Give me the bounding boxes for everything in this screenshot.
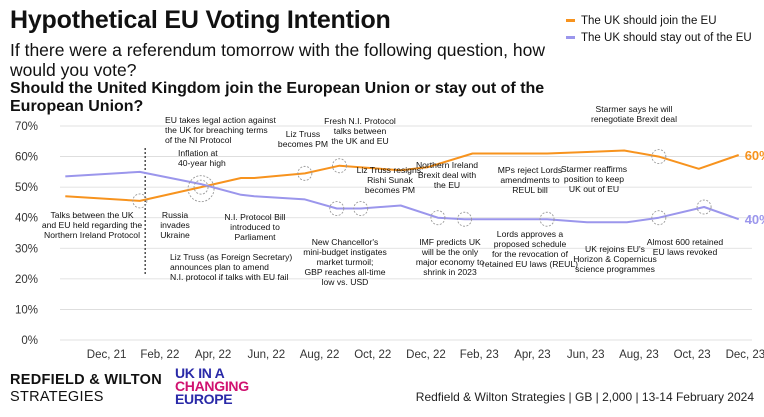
annotation-marker-fresh-ni-talks bbox=[332, 158, 347, 174]
logo-line-1: UK IN A bbox=[175, 365, 225, 381]
annotation-chancellor-budget: New Chancellor's mini-budget instigates ma… bbox=[303, 237, 387, 287]
legend-label-stay-out: The UK should stay out of the EU bbox=[581, 31, 752, 44]
annotation-ni-protocol-bill: N.I. Protocol Bill introduced to Parliamen… bbox=[224, 212, 285, 242]
y-tick-label-60: 60% bbox=[15, 152, 38, 164]
annotation-mps-reject-lords: MPs reject Lords amendments to REUL bill bbox=[498, 165, 562, 195]
legend-swatch-join bbox=[566, 19, 575, 22]
legend-item-join: The UK should join the EU bbox=[566, 12, 752, 29]
series-line-1 bbox=[65, 170, 740, 224]
survey-question: Should the United Kingdom join the Europ… bbox=[10, 80, 545, 115]
annotation-marker-truss-pm bbox=[297, 165, 313, 181]
annotation-marker-talks-uk-eu bbox=[132, 193, 148, 209]
logo-line-3: EUROPE bbox=[175, 391, 233, 407]
annotation-horizon-copernicus: UK rejoins EU's Horizon & Copernicus scien… bbox=[573, 244, 657, 274]
annotation-imf-predicts: IMF predicts UK will be the only major eco… bbox=[416, 237, 485, 277]
x-tick-label-1: Feb, 22 bbox=[140, 349, 179, 361]
y-tick-label-20: 20% bbox=[15, 274, 38, 286]
x-tick-label-2: Apr, 22 bbox=[195, 349, 231, 361]
y-tick-label-70: 70% bbox=[15, 121, 38, 133]
y-tick-label-50: 50% bbox=[15, 182, 38, 194]
x-tick-label-10: Aug, 23 bbox=[619, 349, 659, 361]
annotation-retained-laws-revoked: Almost 600 retained EU laws revoked bbox=[647, 237, 724, 257]
annotation-ni-brexit-deal: Northern Ireland Brexit deal with the EU bbox=[416, 160, 478, 190]
x-tick-label-12: Dec, 23 bbox=[726, 349, 764, 361]
y-tick-label-40: 40% bbox=[15, 213, 38, 225]
legend: The UK should join the EU The UK should … bbox=[566, 12, 752, 46]
annotation-lords-approves: Lords approves a proposed schedule for the… bbox=[482, 229, 578, 269]
annotation-talks-uk-eu: Talks between the UK and EU held regardin… bbox=[42, 210, 143, 240]
annotation-liz-truss-fs: Liz Truss (as Foreign Secretary) announce… bbox=[170, 252, 292, 282]
legend-item-stay-out: The UK should stay out of the EU bbox=[566, 29, 752, 46]
legend-swatch-stay-out bbox=[566, 36, 575, 39]
x-tick-label-0: Dec, 21 bbox=[87, 349, 127, 361]
annotation-marker-mps-reject-lords bbox=[539, 211, 555, 227]
brand-logo: REDFIELD & WILTON STRATEGIES bbox=[10, 372, 162, 406]
annotation-starmer-reaffirms: Starmer reaffirms position to keep UK out … bbox=[561, 164, 627, 194]
x-tick-label-4: Aug, 22 bbox=[300, 349, 340, 361]
chart-subtitle: If there were a referendum tomorrow with… bbox=[10, 40, 545, 80]
annotation-marker-cluster-2022 bbox=[187, 175, 215, 203]
x-tick-label-8: Apr, 23 bbox=[514, 349, 550, 361]
annotation-starmer-renegotiate: Starmer says he will renegotiate Brexit d… bbox=[591, 104, 677, 124]
annotation-marker-horizon-copernicus bbox=[651, 210, 667, 226]
annotation-fresh-ni-talks: Fresh N.I. Protocol talks between the UK a… bbox=[324, 116, 396, 146]
annotation-marker-ni-brexit-deal bbox=[457, 211, 473, 227]
annotation-eu-legal-action: EU takes legal action against the UK for … bbox=[165, 115, 276, 145]
annotation-truss-pm: Liz Truss becomes PM bbox=[278, 129, 328, 149]
annotation-truss-resigns: Liz Truss resigns; Rishi Sunak becomes PM bbox=[357, 165, 424, 195]
annotation-marker-retained-laws-revoked bbox=[696, 199, 712, 215]
x-tick-label-6: Dec, 22 bbox=[406, 349, 446, 361]
logo-line-2: CHANGING bbox=[175, 378, 249, 394]
legend-label-join: The UK should join the EU bbox=[581, 14, 717, 27]
series-end-label-0: 60% bbox=[745, 148, 764, 163]
y-tick-label-30: 30% bbox=[15, 243, 38, 255]
x-tick-label-5: Oct, 22 bbox=[354, 349, 391, 361]
annotation-marker-starmer-renegotiate bbox=[651, 149, 667, 165]
x-tick-label-7: Feb, 23 bbox=[460, 349, 499, 361]
x-tick-label-9: Jun, 23 bbox=[567, 349, 605, 361]
series-line-0 bbox=[65, 149, 740, 202]
y-tick-label-0: 0% bbox=[21, 335, 38, 347]
annotation-marker-eu-legal-action bbox=[193, 179, 209, 195]
y-tick-label-10: 10% bbox=[15, 304, 38, 316]
annotation-russia-ukraine: Russia invades Ukraine bbox=[160, 210, 190, 240]
source-note: Redfield & Wilton Strategies | GB | 2,00… bbox=[415, 390, 754, 404]
ukice-logo: UK IN A CHANGING EUROPE bbox=[175, 365, 249, 407]
annotation-marker-chancellor-budget bbox=[329, 201, 345, 216]
series-end-label-1: 40% bbox=[745, 212, 764, 227]
chart-title: Hypothetical EU Voting Intention bbox=[10, 6, 391, 34]
x-tick-label-3: Jun, 22 bbox=[247, 349, 285, 361]
annotation-marker-imf-predicts bbox=[430, 210, 446, 226]
annotation-marker-truss-resigns bbox=[353, 201, 369, 216]
brand-line-2: STRATEGIES bbox=[10, 389, 104, 405]
brand-line-1: REDFIELD & WILTON bbox=[10, 372, 162, 388]
x-tick-label-11: Oct, 23 bbox=[674, 349, 711, 361]
annotation-inflation: Inflation at 40-year high bbox=[178, 148, 226, 168]
